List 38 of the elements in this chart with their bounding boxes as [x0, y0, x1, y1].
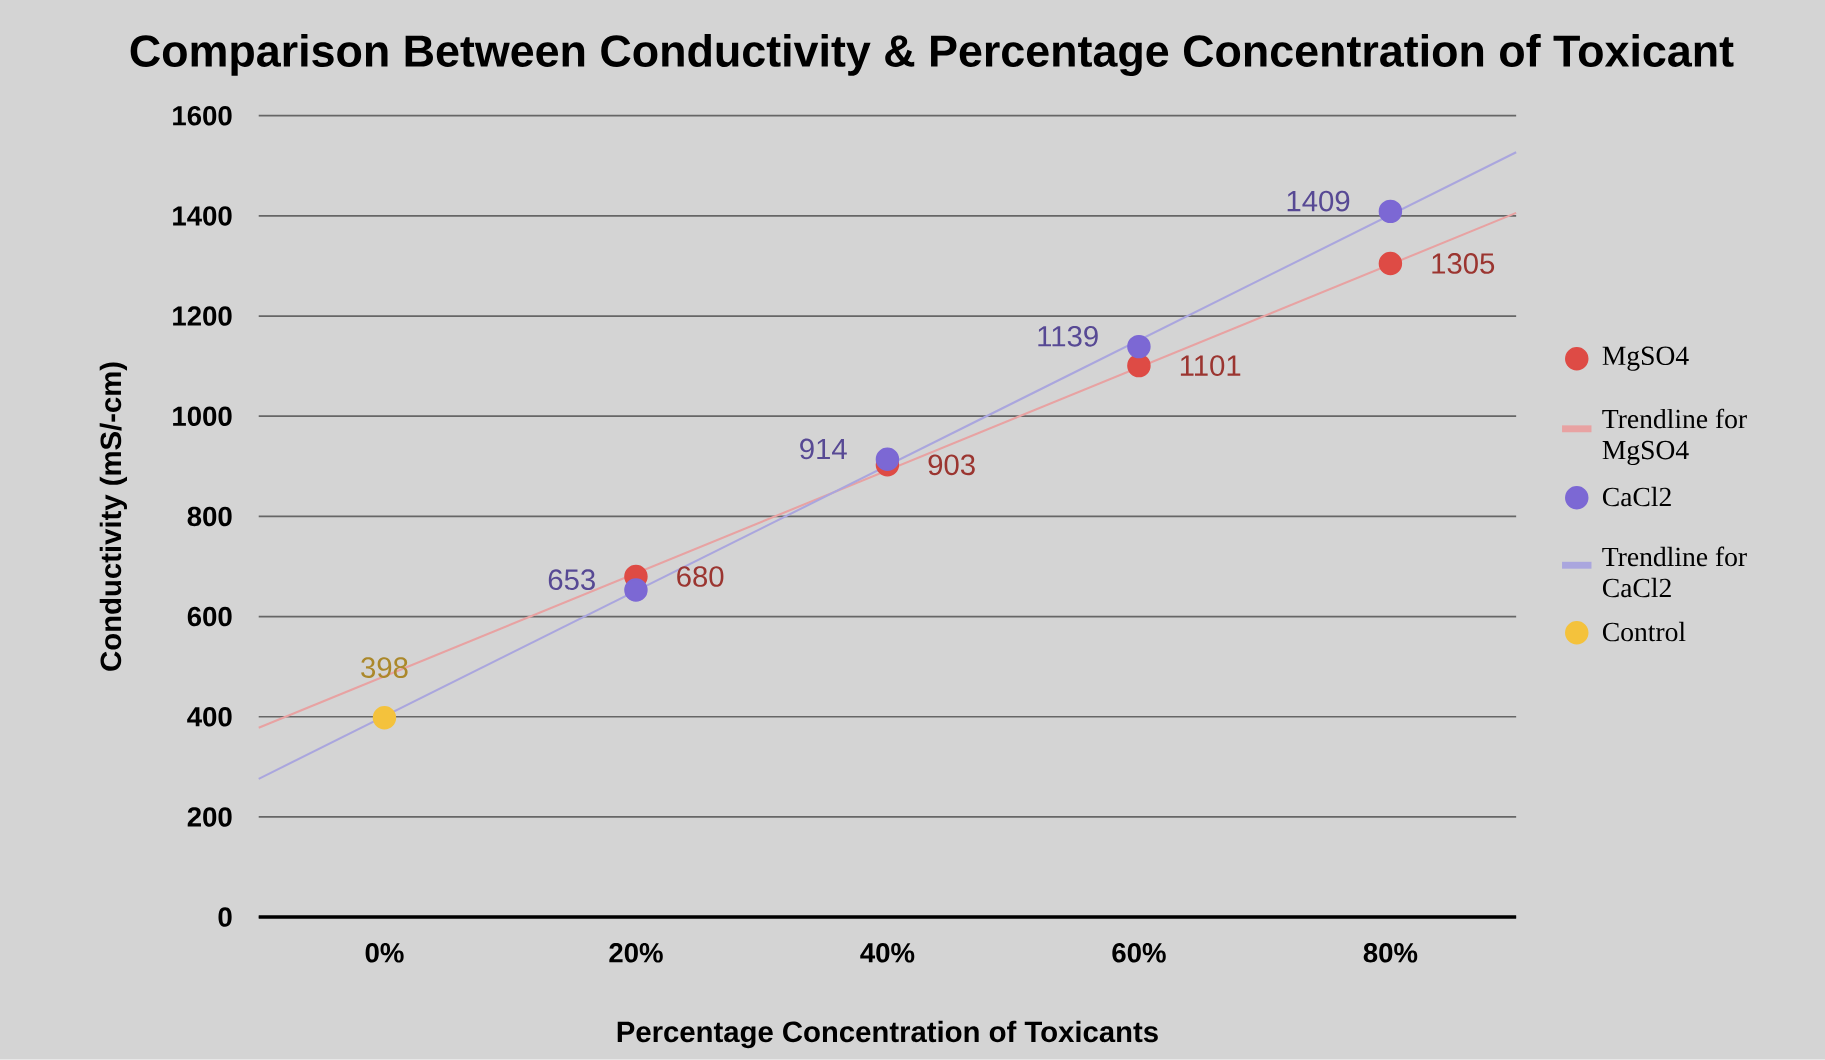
legend-label: MgSO4	[1602, 346, 1689, 371]
x-tick-label: 60%	[1112, 943, 1166, 963]
y-axis-title: Conductivity (mS/-cm)	[99, 362, 128, 671]
y-tick-label: 800	[187, 506, 232, 527]
y-tick-label: 1400	[173, 206, 232, 226]
point	[1127, 335, 1151, 359]
point	[624, 578, 648, 602]
y-tick-label: 400	[187, 707, 232, 727]
y-tick-label: 600	[187, 606, 232, 627]
y-tick-label: 1000	[173, 406, 232, 427]
point	[372, 706, 397, 730]
legend-label: Trendline for MgSO4	[1602, 408, 1747, 466]
x-axis-title: Percentage Concentration of Toxicants	[617, 1020, 1158, 1049]
data-label: 1305	[1432, 253, 1495, 274]
y-tick-label: 0	[218, 907, 232, 928]
legend-label: Control	[1602, 622, 1686, 642]
data-label: 398	[361, 657, 408, 679]
data-label: 1139	[1038, 326, 1098, 347]
y-tick-label: 200	[187, 807, 232, 827]
data-label: 903	[928, 454, 975, 476]
data-label: 1101	[1180, 355, 1241, 377]
point	[1378, 199, 1403, 224]
x-tick-label: 80%	[1363, 943, 1418, 963]
data-label: 914	[800, 438, 847, 460]
legend-label: CaCl2	[1602, 487, 1671, 507]
data-label: 1409	[1287, 190, 1350, 212]
point	[1127, 354, 1151, 378]
y-tick-label: 1600	[173, 106, 232, 126]
chart-title: Comparison Between Conductivity & Percentage Concentration of Toxicant	[130, 34, 1734, 77]
x-tick-label: 40%	[860, 943, 915, 963]
x-tick-label: 20%	[609, 943, 663, 963]
data-label: 680	[677, 566, 724, 588]
x-tick-label: 0%	[365, 943, 404, 963]
y-tick-label: 1200	[173, 306, 232, 326]
data-label: 653	[548, 569, 595, 591]
point	[875, 447, 900, 472]
point	[1378, 251, 1403, 276]
legend-label: Trendline for CaCl2	[1602, 546, 1747, 598]
